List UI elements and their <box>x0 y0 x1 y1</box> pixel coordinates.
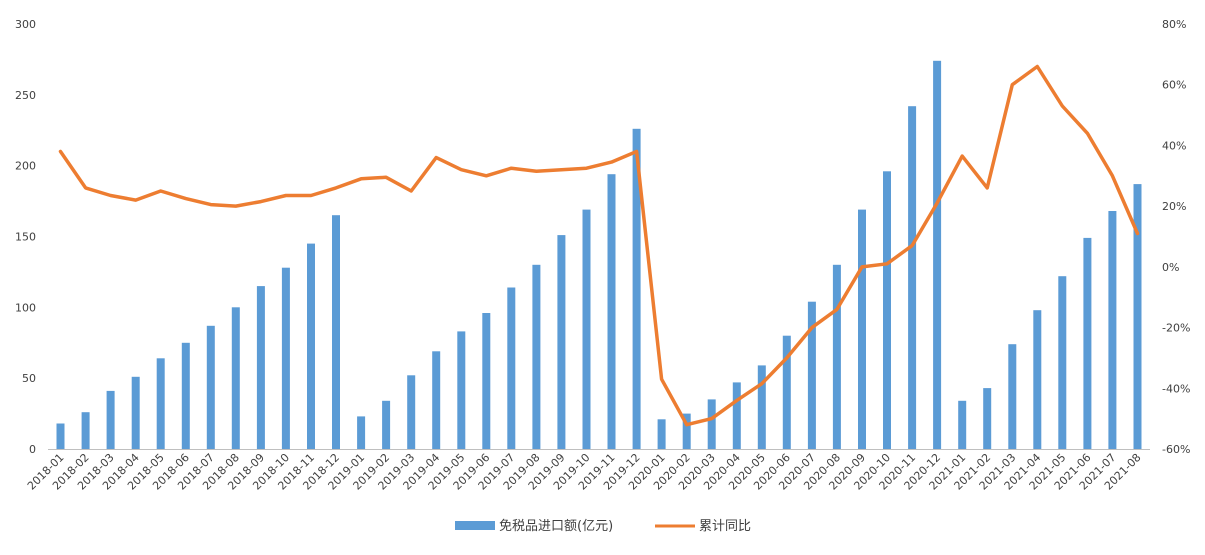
bar-2018-01 <box>56 423 65 449</box>
bar-2019-04 <box>432 351 441 450</box>
bar-2020-04 <box>732 382 741 449</box>
legend-label-line: 累计同比 <box>699 519 751 534</box>
bar-2019-08 <box>532 264 541 449</box>
bar-2020-08 <box>832 264 841 449</box>
bar-2019-03 <box>407 375 416 449</box>
bar-2019-10 <box>582 209 591 449</box>
bar-2018-08 <box>231 307 240 449</box>
bar-2019-12 <box>632 128 641 450</box>
bar-2019-02 <box>382 400 391 449</box>
right-tick-label: -20% <box>1162 322 1190 335</box>
bar-2018-03 <box>106 390 115 449</box>
bar-2020-07 <box>807 301 816 449</box>
bar-2020-09 <box>858 209 866 449</box>
bar-2020-03 <box>707 399 716 449</box>
left-tick-label: 150 <box>15 231 36 244</box>
bar-2021-05 <box>1058 276 1067 449</box>
bar-2018-07 <box>206 325 215 450</box>
line-group <box>58 64 1140 427</box>
bar-2018-04 <box>131 376 140 450</box>
left-tick-label: 50 <box>22 372 36 385</box>
bar-2019-07 <box>507 287 516 449</box>
bar-2021-04 <box>1033 310 1042 449</box>
right-tick-label: 80% <box>1162 18 1186 31</box>
bar-2020-06 <box>782 335 791 449</box>
bar-2018-12 <box>332 215 340 449</box>
bar-2021-07 <box>1108 211 1117 449</box>
bar-2019-05 <box>457 331 466 449</box>
bar-2020-12 <box>933 60 942 450</box>
left-tick-label: 200 <box>15 160 36 173</box>
bar-2018-06 <box>181 342 190 450</box>
left-axis-ticks: 0 50 100 150 200 250 300 <box>15 18 36 456</box>
bar-2020-10 <box>883 171 891 450</box>
right-tick-label: 0% <box>1162 261 1179 274</box>
left-tick-label: 100 <box>15 301 36 314</box>
bar-2020-11 <box>908 106 917 449</box>
bar-2019-09 <box>557 235 566 449</box>
right-tick-label: -40% <box>1162 382 1190 395</box>
line-series-cumulative-yoy <box>58 64 1140 427</box>
right-tick-label: 20% <box>1162 200 1186 213</box>
bars-group <box>56 60 1142 450</box>
left-tick-label: 250 <box>15 89 36 102</box>
bar-2018-02 <box>81 412 90 449</box>
left-tick-label: 300 <box>15 18 36 31</box>
bar-2018-09 <box>256 286 265 449</box>
bar-2018-05 <box>156 358 165 449</box>
bar-2019-11 <box>607 174 616 449</box>
left-tick-label: 0 <box>29 443 36 456</box>
bar-2021-08 <box>1133 184 1142 449</box>
bar-2021-06 <box>1083 237 1092 449</box>
right-axis-ticks: -60% -40% -20% 0% 20% 40% 60% 80% <box>1162 18 1190 456</box>
x-axis-ticks: 2018-012018-022018-032018-042018-052018-… <box>25 451 1144 493</box>
legend: 免税品进口额(亿元) 累计同比 <box>455 519 751 534</box>
right-tick-label: 40% <box>1162 139 1186 152</box>
bar-2020-02 <box>682 413 691 449</box>
bar-2021-01 <box>958 400 967 449</box>
bar-2020-01 <box>657 419 666 450</box>
bar-2019-06 <box>482 313 491 449</box>
bar-2019-01 <box>357 416 366 449</box>
legend-swatch-bar <box>455 521 495 530</box>
bar-2021-03 <box>1008 344 1017 449</box>
right-tick-label: -60% <box>1162 443 1190 456</box>
legend-label-bar: 免税品进口额(亿元) <box>499 519 613 534</box>
bar-2018-10 <box>281 267 290 449</box>
bar-2020-05 <box>757 365 766 449</box>
right-tick-label: 60% <box>1162 79 1186 92</box>
bar-2021-02 <box>983 388 992 449</box>
bar-2018-11 <box>307 243 315 449</box>
